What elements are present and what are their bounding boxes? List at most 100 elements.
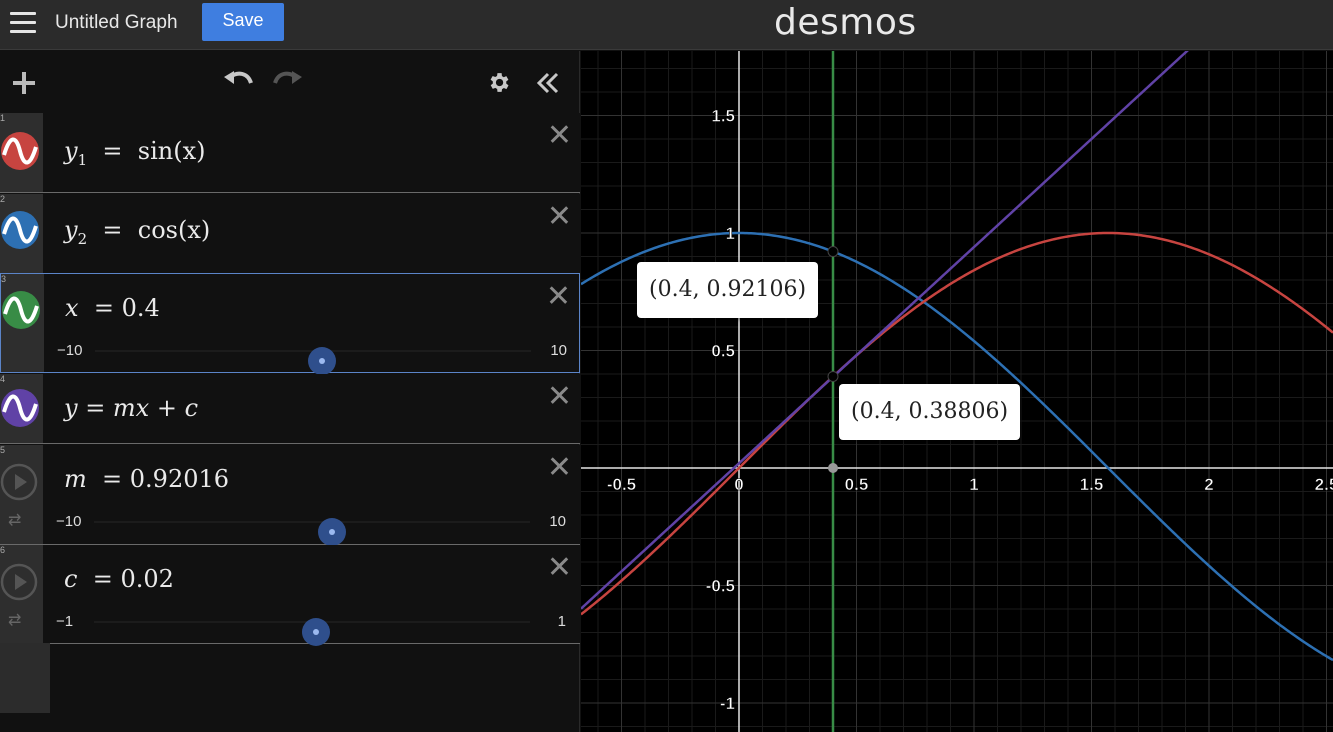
redo-icon[interactable]: [272, 69, 304, 93]
top-bar: Untitled Graph Save desmos: [0, 0, 1333, 50]
slider-track[interactable]: [95, 347, 531, 375]
point-label[interactable]: (0.4, 0.38806): [839, 384, 1021, 441]
slider-handle[interactable]: [302, 618, 331, 646]
expression-variable: y: [64, 216, 78, 244]
delete-icon[interactable]: ✕: [546, 379, 572, 414]
play-icon[interactable]: [0, 563, 38, 601]
x-tick-label: 1: [969, 475, 978, 494]
x-tick-label: 2.5: [1315, 475, 1333, 494]
slider-track[interactable]: [94, 618, 530, 646]
expression-number: 5: [0, 445, 6, 455]
slider-max[interactable]: 10: [550, 342, 567, 359]
delete-icon[interactable]: ✕: [546, 118, 572, 153]
sin-curve: [581, 231, 1333, 616]
linear-curve: [581, 51, 1189, 610]
expression-toolbar: [0, 51, 580, 113]
equals-sign: =: [85, 565, 121, 593]
equals-sign: =: [94, 137, 138, 165]
expression-rhs: 0.92016: [129, 465, 230, 493]
collapse-icon[interactable]: [536, 71, 560, 95]
x-tick-label: 1.5: [1080, 475, 1104, 494]
expression-panel: 1 y1 = sin(x) ✕ 2 y2: [0, 51, 580, 732]
expression-gutter: 3: [1, 274, 44, 372]
expression-gutter: 5 ⇄: [0, 445, 43, 544]
expression-variable: y: [64, 137, 78, 165]
expression-row[interactable]: 2 y2 = cos(x) ✕: [0, 194, 580, 274]
expression-row[interactable]: 1 y1 = sin(x) ✕: [0, 113, 580, 193]
delete-icon[interactable]: ✕: [546, 450, 572, 485]
loop-icon[interactable]: ⇄: [8, 512, 22, 529]
x-tick-label: 0.5: [845, 475, 869, 494]
loop-icon[interactable]: ⇄: [8, 612, 22, 629]
expression-row[interactable]: 6 ⇄ c = 0.02 −1 1 ✕: [0, 545, 580, 646]
expression-rhs: 0.4: [121, 294, 160, 322]
slider[interactable]: −10 10: [57, 340, 571, 375]
expression-formula[interactable]: y1 = sin(x): [64, 137, 205, 169]
graph-canvas[interactable]: -0.5 0 0.5 1 1.5 2 2.5 1.5 1 0.5 -0.5 -1 (0.4, 0.92…: [581, 51, 1333, 732]
delete-icon[interactable]: ✕: [546, 199, 572, 234]
expression-formula[interactable]: x = 0.4: [65, 294, 160, 322]
slider[interactable]: −10 10: [56, 511, 570, 546]
intersection-point: [827, 246, 839, 258]
slider-max[interactable]: 10: [549, 513, 566, 530]
intersection-point: [827, 370, 839, 382]
delete-icon[interactable]: ✕: [545, 279, 571, 314]
gear-icon[interactable]: [486, 70, 511, 95]
expression-number: 6: [0, 545, 6, 555]
graph-title[interactable]: Untitled Graph: [55, 12, 178, 33]
add-icon[interactable]: [12, 71, 36, 95]
expression-number: 3: [1, 274, 7, 284]
point-label[interactable]: (0.4, 0.92106): [637, 261, 819, 318]
desmos-logo: desmos: [774, 2, 917, 43]
delete-icon[interactable]: ✕: [546, 550, 572, 585]
expression-formula[interactable]: y2 = cos(x): [64, 216, 210, 248]
x-tick-label: 2: [1204, 475, 1213, 494]
expression-formula[interactable]: m = 0.92016: [64, 465, 229, 493]
cos-curve: [581, 231, 1333, 662]
hamburger-menu-icon[interactable]: [10, 12, 36, 34]
expression-subscript: 2: [77, 229, 88, 248]
expression-gutter: 1: [0, 113, 43, 192]
expression-gutter: 4: [0, 374, 43, 443]
y-tick-label: -1: [720, 694, 735, 713]
curve-icon[interactable]: [0, 131, 40, 171]
curve-icon[interactable]: [1, 290, 41, 330]
x-tick-label: 0: [734, 475, 743, 494]
y-tick-label: -0.5: [706, 577, 735, 596]
undo-icon[interactable]: [222, 69, 254, 93]
y-tick-label: 0.5: [711, 342, 735, 361]
expression-number: 4: [0, 374, 6, 384]
slider-handle[interactable]: [307, 347, 336, 375]
equals-sign: =: [94, 216, 138, 244]
expression-subscript: 1: [77, 150, 88, 169]
expression-row[interactable]: 3 x = 0.4 −10 10 ✕: [0, 273, 580, 375]
expression-formula[interactable]: c = 0.02: [64, 565, 174, 593]
expression-variable: c: [64, 565, 78, 593]
slider[interactable]: −1 1: [56, 611, 570, 646]
expression-formula[interactable]: y = mx + c: [64, 394, 199, 422]
save-button[interactable]: Save: [202, 3, 284, 41]
slider-min[interactable]: −10: [56, 513, 82, 530]
equals-sign: =: [94, 465, 130, 493]
play-icon[interactable]: [0, 463, 38, 501]
x-tick-label: -0.5: [607, 475, 636, 494]
slider-min[interactable]: −1: [56, 613, 74, 630]
equals-sign: =: [86, 294, 122, 322]
expression-number: 2: [0, 194, 6, 204]
slider-min[interactable]: −10: [57, 342, 83, 359]
y-tick-label: 1.5: [711, 107, 735, 126]
expression-rhs: 0.02: [120, 565, 174, 593]
expression-row[interactable]: 5 ⇄ m = 0.92016 −10 10 ✕: [0, 445, 580, 546]
curve-icon[interactable]: [0, 210, 40, 250]
slider-track[interactable]: [94, 518, 530, 546]
curve-icon[interactable]: [0, 388, 40, 428]
expression-number: 1: [0, 113, 6, 123]
expression-rhs: sin(x): [137, 137, 206, 165]
expression-gutter: 6 ⇄: [0, 545, 43, 643]
slider-max[interactable]: 1: [557, 613, 566, 630]
empty-expression-gutter[interactable]: [0, 643, 50, 713]
expression-variable: m: [64, 465, 87, 493]
y-tick-label: 1: [726, 224, 735, 243]
slider-handle[interactable]: [318, 518, 347, 546]
expression-row[interactable]: 4 y = mx + c ✕: [0, 374, 580, 444]
